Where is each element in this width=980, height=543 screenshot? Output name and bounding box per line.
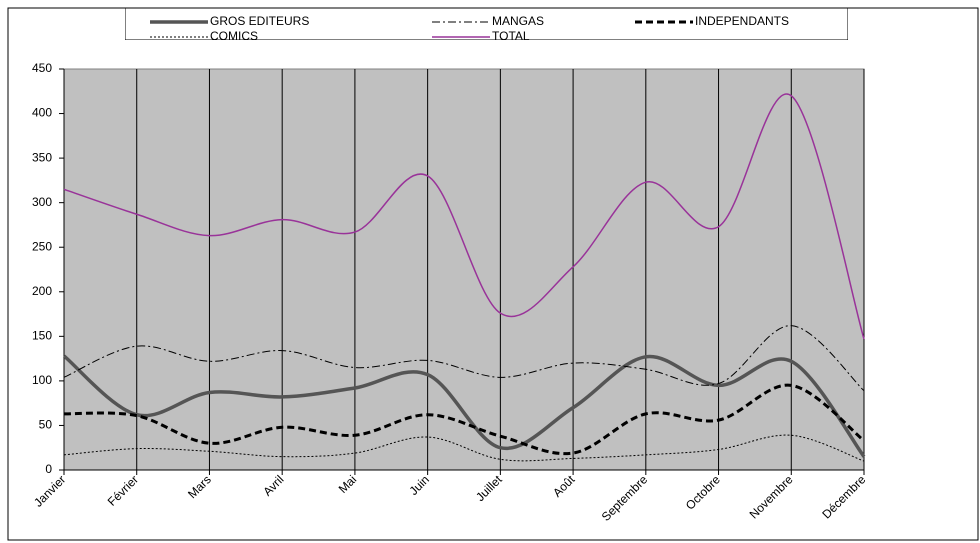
series-line [63,325,865,392]
y-tick-label: 400 [32,106,52,120]
legend-label: INDEPENDANTS [695,14,789,28]
y-tick-label: 450 [32,61,52,75]
legend-label: MANGAS [492,14,544,28]
series-line [63,383,865,456]
series-line [63,434,865,462]
legend-label: COMICS [210,29,258,43]
series-line [63,93,865,340]
series-line [62,354,866,458]
legend-label: GROS EDITEURS [210,14,309,28]
y-tick-label: 250 [32,239,52,253]
legend-label: TOTAL [492,29,530,43]
y-tick-label: 200 [32,284,52,298]
legend: GROS EDITEURS MANGAS INDEPENDANTS COMICS TOT… [125,8,848,43]
y-tick-label: 300 [32,195,52,209]
legend-box [125,8,848,40]
plot-area [63,68,865,471]
y-tick-label: 100 [32,373,52,387]
y-tick-label: 0 [45,462,52,476]
y-tick-label: 150 [32,329,52,343]
y-tick-label: 350 [32,150,52,164]
y-tick-label: 50 [39,418,53,432]
